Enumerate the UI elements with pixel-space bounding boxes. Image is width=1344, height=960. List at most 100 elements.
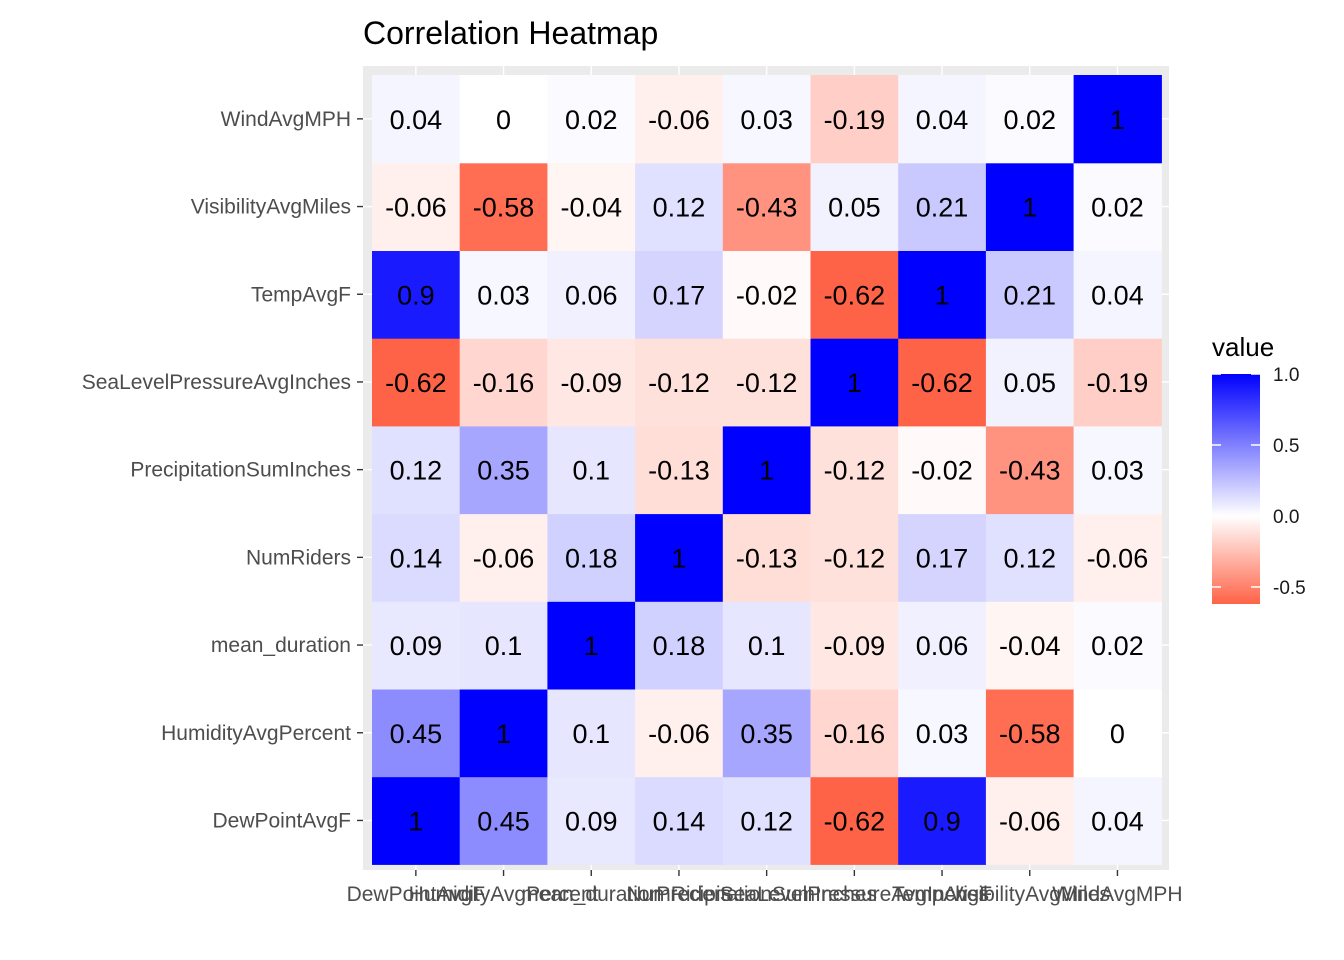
legend-title: value (1212, 332, 1274, 362)
heatmap-cell (372, 75, 461, 164)
heatmap-cell (985, 75, 1075, 164)
cell-value-label: 0.14 (653, 806, 706, 836)
legend-tick-label: 0.0 (1273, 507, 1299, 528)
y-tick-label: NumRiders (246, 546, 351, 569)
heatmap-cell (898, 776, 987, 865)
cell-value-label: -0.62 (911, 368, 973, 398)
y-tick-label: DewPointAvgF (212, 809, 351, 832)
cell-value-label: 0.03 (740, 105, 793, 135)
heatmap-cell (1073, 162, 1162, 251)
heatmap-cell (547, 776, 636, 865)
cell-value-label: 1 (1110, 105, 1125, 135)
cell-value-label: -0.06 (1087, 543, 1149, 573)
cell-value-label: 0.12 (390, 456, 443, 486)
heatmap-cell (722, 601, 812, 690)
x-tick-label: TempAvgF (892, 883, 992, 906)
heatmap-cell (372, 338, 461, 427)
x-tick-label: HumidityAvgPercent (409, 883, 599, 906)
cell-value-label: 0.09 (565, 806, 618, 836)
heatmap-cell (1073, 338, 1162, 427)
heatmap-cell (722, 250, 812, 339)
heatmap-cell (372, 513, 461, 602)
heatmap-cell (898, 250, 987, 339)
heatmap-cell (722, 425, 812, 515)
heatmap-cell (547, 338, 636, 427)
cell-value-label: 0.04 (390, 105, 443, 135)
cell-value-label: 1 (847, 368, 862, 398)
heatmap-cell (635, 162, 724, 251)
heatmap-cell (985, 776, 1075, 865)
heatmap-cell (459, 513, 548, 602)
heatmap-cell (810, 250, 899, 339)
heatmap-cell (459, 250, 548, 339)
heatmap-cell (985, 513, 1075, 602)
heatmap-cell (810, 75, 899, 164)
cell-value-label: 0.06 (565, 280, 618, 310)
cell-value-label: -0.62 (385, 368, 447, 398)
cell-value-label: 0.12 (740, 806, 793, 836)
cell-value-label: 0.9 (923, 806, 961, 836)
cell-value-label: -0.04 (999, 631, 1061, 661)
cell-value-label: -0.58 (473, 193, 535, 223)
cell-value-label: -0.12 (736, 368, 798, 398)
heatmap-cell (898, 338, 987, 427)
heatmap-cell (635, 601, 724, 690)
heatmap-cell (722, 513, 812, 602)
heatmap-cell (898, 601, 987, 690)
cell-value-label: 0.35 (477, 456, 530, 486)
heatmap-cell (1073, 601, 1162, 690)
heatmap-cell (635, 425, 724, 515)
cell-value-label: -0.09 (560, 368, 622, 398)
cell-value-label: 0.18 (653, 631, 706, 661)
heatmap-cell (547, 75, 636, 164)
cell-value-label: 1 (1022, 193, 1037, 223)
chart-title: Correlation Heatmap (363, 15, 658, 51)
cell-value-label: -0.02 (736, 280, 798, 310)
legend-tick-label: -0.5 (1273, 578, 1306, 599)
cell-value-label: -0.43 (999, 456, 1061, 486)
cell-value-label: -0.16 (473, 368, 535, 398)
y-axis: DewPointAvgF HumidityAvgPercent mean_durat… (82, 108, 363, 832)
heatmap-cell (985, 688, 1075, 778)
cell-value-label: 0.05 (1003, 368, 1056, 398)
cell-value-label: 0.03 (916, 719, 969, 749)
cell-value-label: 0.02 (1091, 193, 1144, 223)
heatmap-cell (547, 425, 636, 515)
heatmap-cell (635, 250, 724, 339)
cell-value-label: -0.06 (999, 806, 1061, 836)
heatmap-cell (635, 776, 724, 865)
x-tick-label: PrecipitationSumInches (656, 883, 877, 906)
cell-value-label: 0.35 (740, 719, 793, 749)
heatmap-cell (722, 688, 812, 778)
cell-value-label: 1 (935, 280, 950, 310)
y-tick-label: TempAvgF (251, 283, 351, 306)
y-tick-label: HumidityAvgPercent (161, 722, 351, 745)
heatmap-cell (547, 250, 636, 339)
cell-value-label: 0.17 (916, 543, 969, 573)
cell-value-label: -0.06 (648, 719, 710, 749)
heatmap-cell (635, 75, 724, 164)
heatmap-cell (898, 425, 987, 515)
cell-value-label: 0.21 (1003, 280, 1056, 310)
heatmap-cell (1073, 75, 1162, 164)
legend-ticks: 1.0 0.5 0.0 -0.5 (1212, 365, 1306, 599)
cell-value-label: -0.12 (824, 543, 886, 573)
heatmap-cell (985, 425, 1075, 515)
heatmap-cell (898, 162, 987, 251)
heatmap-cell (372, 601, 461, 690)
heatmap-cell (810, 425, 899, 515)
cell-value-label: 0.9 (397, 280, 435, 310)
heatmap-cell (459, 425, 548, 515)
cell-value-label: 0.06 (916, 631, 969, 661)
heatmap-cell (810, 338, 899, 427)
x-tick-label: DewPointAvgF (347, 883, 486, 906)
cell-value-label: 0.21 (916, 193, 969, 223)
cell-value-label: 1 (584, 631, 599, 661)
y-tick-label: SeaLevelPressureAvgInches (82, 371, 351, 394)
cell-value-label: 0.45 (390, 719, 443, 749)
y-tick-label: mean_duration (211, 634, 351, 657)
x-tick-label: WindAvgMPH (1052, 883, 1182, 906)
cell-value-labels: 1 0.45 0.09 0.14 0.12 -0.62 0.9 -0.06 0.04 0.45 1 0… (385, 105, 1148, 837)
cell-value-label: -0.58 (999, 719, 1061, 749)
heatmap-cell (459, 776, 548, 865)
